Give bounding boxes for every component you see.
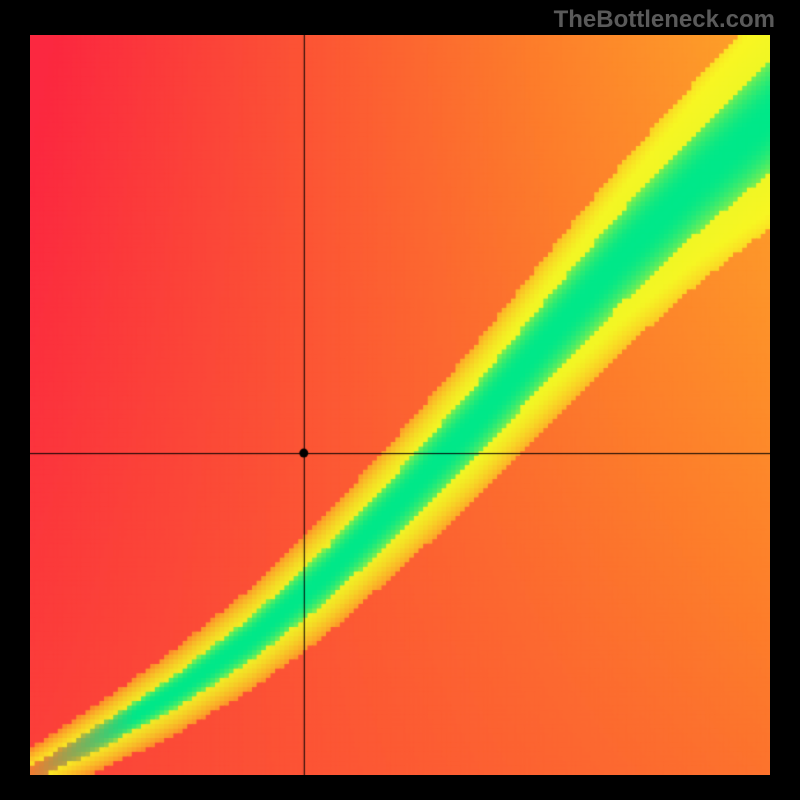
heatmap-plot	[30, 35, 770, 775]
heatmap-canvas	[30, 35, 770, 775]
watermark-text: TheBottleneck.com	[554, 6, 775, 34]
